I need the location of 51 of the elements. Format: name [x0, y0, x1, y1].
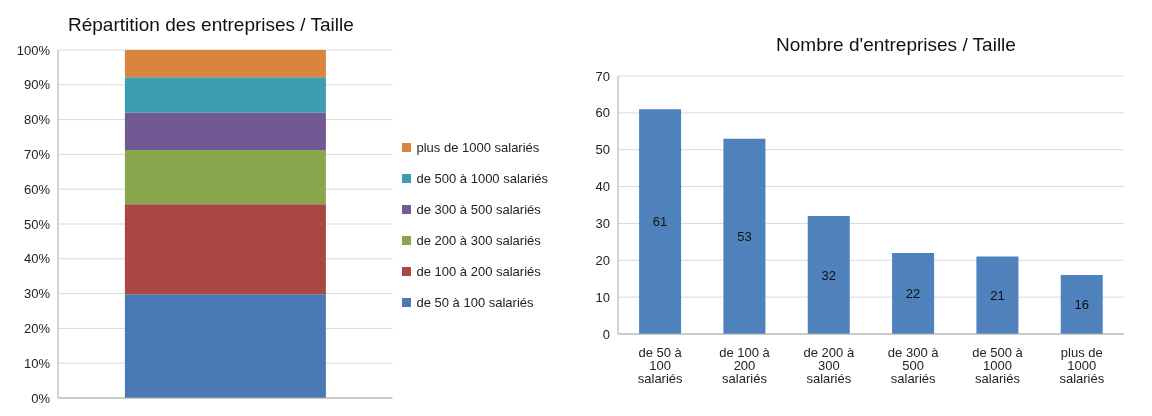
bar: [124, 294, 326, 398]
x-tick-label: de 50 à 100 salariés: [637, 345, 684, 387]
data-label: 53: [737, 228, 752, 244]
data-label: 61: [652, 214, 668, 230]
bar: [976, 256, 1019, 334]
y-tick-label: 100%: [16, 42, 51, 58]
x-tick-label: de 100 à 200 salariés: [719, 345, 771, 387]
bar: [124, 112, 326, 150]
bar: [124, 77, 326, 113]
x-tick-label: de 200 à 300 salariés: [803, 345, 855, 387]
y-tick-label: 0: [602, 326, 610, 342]
legend-label: plus de 1000 salariés: [416, 140, 540, 155]
bar: [639, 109, 682, 334]
y-tick-label: 10: [595, 289, 610, 305]
y-tick-label: 60%: [23, 181, 51, 197]
data-label: 32: [821, 267, 836, 283]
y-tick-label: 90%: [23, 77, 51, 93]
chart-title: Répartition des entreprises / Taille: [67, 13, 355, 37]
y-tick-label: 40: [595, 179, 610, 195]
y-tick-label: 30: [595, 216, 610, 232]
bar: [124, 204, 326, 295]
y-tick-label: 0%: [31, 390, 51, 406]
y-tick-label: 10%: [23, 355, 51, 371]
data-label: 22: [905, 286, 921, 302]
y-tick-label: 30%: [23, 286, 51, 302]
y-tick-label: 50%: [23, 216, 51, 232]
y-tick-label: 50: [595, 142, 610, 158]
bar: [723, 138, 766, 334]
legend-label: de 200 à 300 salariés: [416, 233, 541, 248]
legend-label: de 300 à 500 salariés: [416, 202, 541, 217]
bar: [807, 216, 850, 334]
y-tick-label: 70%: [23, 147, 51, 163]
y-tick-label: 80%: [23, 112, 51, 128]
legend-label: de 100 à 200 salariés: [416, 264, 541, 279]
x-tick-label: plus de 1000 salariés: [1059, 345, 1105, 387]
x-tick-label: de 500 à 1000 salariés: [972, 345, 1024, 387]
y-tick-label: 70: [595, 68, 610, 84]
y-tick-label: 40%: [23, 251, 51, 267]
legend-label: de 50 à 100 salariés: [416, 295, 534, 310]
y-tick-label: 60: [595, 105, 610, 121]
y-tick-label: 20%: [23, 321, 51, 337]
legend-label: de 500 à 1000 salariés: [416, 171, 548, 186]
bar: [124, 50, 326, 78]
y-tick-label: 20: [595, 252, 610, 268]
bar: [124, 149, 326, 205]
bar: [1060, 275, 1103, 334]
data-label: 16: [1074, 297, 1089, 313]
x-tick-label: de 300 à 500 salariés: [887, 345, 940, 387]
chart-title: Nombre d'entreprises / Taille: [775, 33, 1017, 57]
data-label: 21: [990, 287, 1005, 303]
bar: [892, 252, 935, 334]
